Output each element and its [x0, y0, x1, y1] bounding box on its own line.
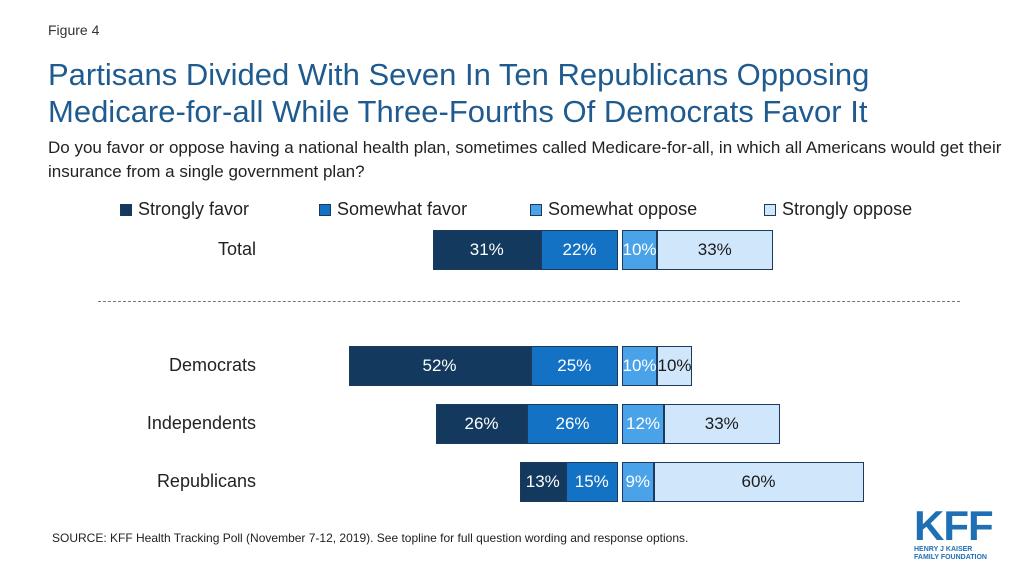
bar-somewhat-favor: 26%: [527, 404, 618, 444]
data-label: 10%: [657, 356, 692, 375]
logo-line2: FAMILY FOUNDATION: [914, 554, 987, 561]
legend-item-strongly-oppose: Strongly oppose: [764, 199, 912, 220]
bar-strongly-oppose: 60%: [653, 462, 864, 502]
bar-somewhat-oppose: 9%: [622, 462, 654, 502]
data-label: 12%: [625, 414, 661, 433]
bar-strongly-favor: 31%: [432, 230, 541, 270]
legend-swatch: [764, 203, 776, 216]
data-label: 13%: [525, 472, 560, 491]
data-label: 10%: [622, 356, 657, 375]
data-label: 33%: [704, 414, 739, 433]
bar-strongly-favor: 13%: [520, 462, 566, 502]
legend-item-strongly-favor: Strongly favor: [120, 199, 249, 220]
data-label: 26%: [464, 414, 499, 433]
bar-strongly-oppose: 33%: [657, 230, 773, 270]
data-label: 26%: [555, 414, 590, 433]
data-label: 60%: [741, 472, 776, 491]
data-label: 22%: [562, 240, 597, 259]
data-label: 10%: [622, 240, 657, 259]
row-label: Republicans: [156, 471, 256, 491]
row-label: Total: [217, 239, 256, 259]
legend-swatch: [530, 203, 542, 216]
bar-strongly-favor: 26%: [436, 404, 527, 444]
bar-somewhat-oppose: 10%: [622, 346, 657, 386]
legend-label: Somewhat favor: [337, 199, 468, 219]
legend-item-somewhat-favor: Somewhat favor: [319, 199, 467, 220]
chart-subtitle: Do you favor or oppose having a national…: [48, 138, 1002, 181]
bar-somewhat-oppose: 12%: [622, 404, 664, 444]
row-label: Democrats: [168, 355, 256, 375]
legend-label: Somewhat oppose: [548, 199, 698, 219]
legend: Strongly favor Somewhat favor Somewhat o…: [0, 199, 1024, 223]
row-label: Independents: [146, 413, 256, 433]
bar-strongly-oppose: 33%: [664, 404, 780, 444]
logo-line1: HENRY J KAISER: [914, 546, 973, 553]
legend-label: Strongly favor: [138, 199, 250, 219]
chart-title: Partisans Divided With Seven In Ten Repu…: [48, 57, 870, 129]
data-label: 15%: [574, 472, 609, 491]
bar-strongly-oppose: 10%: [657, 346, 692, 386]
bar-strongly-favor: 52%: [348, 346, 531, 386]
data-label: 31%: [469, 240, 504, 259]
bar-somewhat-favor: 22%: [541, 230, 618, 270]
legend-swatch: [120, 203, 132, 216]
data-label: 9%: [625, 472, 651, 491]
legend-swatch: [319, 203, 331, 216]
data-label: 52%: [422, 356, 457, 375]
data-label: 25%: [557, 356, 592, 375]
source-note: SOURCE: KFF Health Tracking Poll (Novemb…: [52, 531, 689, 545]
legend-label: Strongly oppose: [782, 199, 913, 219]
bar-somewhat-favor: 25%: [530, 346, 618, 386]
bar-somewhat-favor: 15%: [565, 462, 618, 502]
data-label: 33%: [697, 240, 732, 259]
divider: [98, 301, 960, 302]
kff-logo: KFF HENRY J KAISER FAMILY FOUNDATION: [914, 502, 994, 562]
figure-label: Figure 4: [48, 22, 100, 38]
legend-item-somewhat-oppose: Somewhat oppose: [530, 199, 697, 220]
bar-somewhat-oppose: 10%: [622, 230, 657, 270]
logo-mark: KFF: [914, 502, 994, 549]
